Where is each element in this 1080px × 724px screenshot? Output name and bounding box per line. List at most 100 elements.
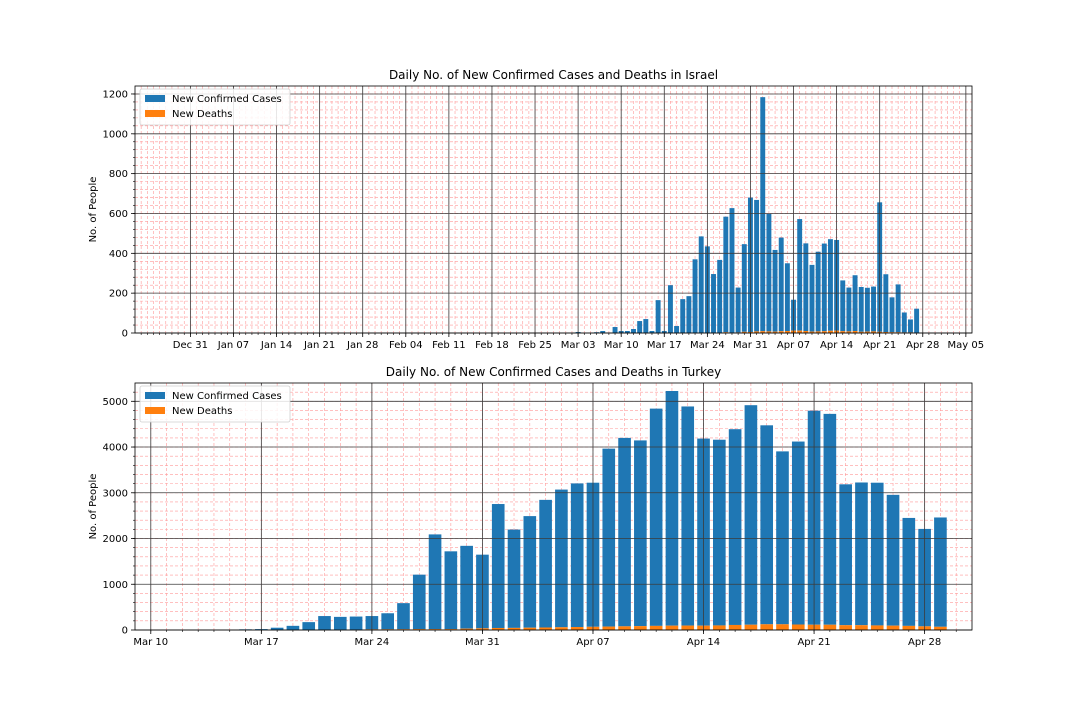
- deaths-bar: [555, 627, 568, 630]
- y-tick-label: 400: [109, 249, 128, 260]
- legend-swatch: [145, 407, 165, 414]
- cases-bar: [745, 405, 758, 625]
- x-tick-label: Mar 17: [647, 340, 682, 351]
- x-tick-label: Apr 14: [687, 637, 720, 648]
- cases-bar: [656, 300, 661, 333]
- deaths-bar: [713, 625, 726, 630]
- cases-bar: [853, 275, 858, 331]
- x-tick-label: Mar 24: [354, 637, 389, 648]
- x-tick-label: Apr 28: [906, 340, 939, 351]
- deaths-bar: [934, 627, 947, 630]
- cases-bar: [760, 97, 765, 331]
- cases-bar: [445, 551, 458, 629]
- cases-bar: [717, 260, 722, 333]
- cases-bar: [803, 243, 808, 331]
- cases-bar: [693, 259, 698, 333]
- cases-bar: [822, 244, 827, 332]
- cases-bar: [523, 516, 536, 628]
- x-tick-label: Feb 04: [389, 340, 423, 351]
- cases-bar: [903, 518, 916, 626]
- cases-bar: [773, 250, 778, 332]
- cases-bar: [729, 429, 742, 625]
- deaths-bar: [666, 626, 679, 630]
- cases-bar: [742, 244, 747, 332]
- deaths-bar: [855, 625, 868, 630]
- x-tick-label: Mar 24: [690, 340, 725, 351]
- deaths-bar: [602, 627, 615, 630]
- deaths-bar: [871, 625, 884, 630]
- cases-bar: [846, 288, 851, 332]
- deaths-bar: [824, 625, 837, 630]
- y-tick-label: 1200: [103, 89, 128, 100]
- cases-bar: [902, 312, 907, 332]
- deaths-bar: [760, 624, 773, 630]
- y-tick-label: 1000: [103, 580, 128, 591]
- legend-label: New Deaths: [172, 406, 232, 417]
- cases-bar: [634, 440, 647, 626]
- cases-bar: [723, 217, 728, 333]
- y-tick-label: 2000: [103, 534, 128, 545]
- deaths-bar: [745, 625, 758, 630]
- cases-bar: [602, 449, 615, 627]
- deaths-bar: [681, 626, 694, 630]
- cases-bar: [666, 391, 679, 626]
- x-tick-label: Jan 14: [260, 340, 292, 351]
- cases-bar: [840, 280, 845, 331]
- deaths-bar: [839, 625, 852, 630]
- cases-bar: [302, 622, 315, 630]
- cases-bar: [855, 482, 868, 625]
- cases-bar: [350, 617, 363, 630]
- x-tick-label: Apr 07: [576, 637, 609, 648]
- x-tick-label: May 05: [948, 340, 985, 351]
- x-tick-label: Apr 28: [908, 637, 941, 648]
- cases-bar: [429, 534, 442, 629]
- legend-swatch: [145, 110, 165, 117]
- cases-bar: [650, 409, 663, 626]
- cases-bar: [890, 297, 895, 332]
- x-tick-label: Mar 31: [733, 340, 768, 351]
- cases-bar: [631, 329, 636, 333]
- y-axis-label: No. of People: [88, 474, 99, 540]
- cases-bar: [492, 504, 505, 628]
- deaths-bar: [634, 626, 647, 630]
- deaths-bar: [792, 625, 805, 630]
- cases-bar: [824, 414, 837, 625]
- y-tick-label: 200: [109, 289, 128, 300]
- deaths-bar: [887, 626, 900, 630]
- cases-bar: [711, 274, 716, 333]
- y-tick-label: 4000: [103, 443, 128, 454]
- x-tick-label: Dec 31: [173, 340, 208, 351]
- cases-bar: [680, 299, 685, 333]
- x-tick-label: Jan 21: [303, 340, 335, 351]
- cases-bar: [381, 613, 394, 629]
- cases-bar: [760, 425, 773, 624]
- cases-bar: [785, 263, 790, 331]
- cases-bar: [318, 616, 331, 630]
- cases-bar: [792, 442, 805, 625]
- cases-bar: [883, 274, 888, 332]
- deaths-bar: [618, 626, 631, 630]
- cases-bar: [397, 603, 410, 629]
- cases-bar: [460, 546, 473, 629]
- x-tick-label: Mar 10: [604, 340, 639, 351]
- x-tick-label: Feb 11: [432, 340, 466, 351]
- x-tick-label: Feb 25: [518, 340, 552, 351]
- cases-bar: [637, 321, 642, 333]
- cases-bar: [730, 208, 735, 332]
- deaths-bar: [729, 625, 742, 630]
- cases-bar: [766, 214, 771, 332]
- y-tick-label: 3000: [103, 488, 128, 499]
- cases-bar: [859, 287, 864, 332]
- cases-bar: [713, 440, 726, 626]
- cases-bar: [613, 327, 618, 333]
- y-tick-label: 0: [122, 626, 128, 637]
- cases-bar: [914, 309, 919, 333]
- cases-bar: [816, 252, 821, 332]
